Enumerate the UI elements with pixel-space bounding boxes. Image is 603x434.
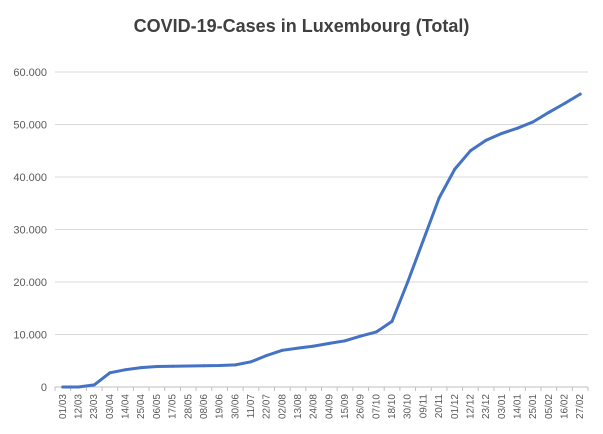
x-tick-label: 17/05 — [168, 394, 179, 419]
data-point — [280, 348, 284, 352]
x-tick-label: 15/09 — [340, 394, 351, 419]
data-point — [437, 196, 441, 200]
data-point — [202, 364, 206, 368]
data-point — [265, 354, 269, 357]
x-tick-label: 11/07 — [246, 394, 257, 419]
data-point — [124, 368, 127, 372]
x-tick-label: 04/09 — [324, 394, 335, 419]
data-point — [249, 360, 253, 364]
x-tick-label: 13/08 — [293, 394, 304, 419]
y-tick-label: 60.000 — [13, 67, 47, 79]
data-point — [453, 167, 457, 171]
x-tick-label: 25/04 — [136, 394, 147, 419]
data-point — [108, 371, 112, 375]
series-line — [61, 92, 582, 389]
data-point — [343, 339, 347, 343]
data-point — [233, 363, 237, 367]
x-tick-label: 24/08 — [309, 394, 320, 419]
data-point — [61, 385, 65, 389]
data-point — [500, 131, 504, 135]
x-tick-label: 23/12 — [481, 394, 492, 419]
data-point — [218, 364, 222, 367]
y-tick-label: 0 — [41, 382, 47, 394]
data-point — [468, 149, 472, 153]
data-point — [92, 383, 96, 387]
data-point — [171, 364, 175, 368]
data-point — [578, 92, 582, 96]
x-tick-label: 14/04 — [121, 394, 132, 419]
x-tick-label: 05/02 — [544, 394, 555, 419]
x-tick-label: 26/09 — [356, 394, 367, 419]
x-tick-label: 08/06 — [199, 394, 210, 419]
x-axis — [54, 387, 589, 391]
x-tick-label: 28/05 — [183, 394, 194, 419]
x-tick-label: 01/12 — [450, 394, 461, 419]
x-tick-label: 03/01 — [497, 394, 508, 419]
x-tick-label: 07/10 — [371, 394, 382, 419]
data-point — [390, 319, 394, 323]
data-point — [374, 330, 378, 334]
x-tick-label: 20/11 — [434, 394, 445, 419]
x-tick-label: 25/01 — [528, 394, 539, 419]
data-point — [406, 280, 410, 284]
data-point — [296, 346, 300, 350]
x-tick-label: 06/05 — [152, 394, 163, 419]
series-group — [61, 92, 582, 389]
x-tick-label: 09/11 — [418, 394, 429, 419]
y-axis-tick-labels: 0 10.000 20.000 30.000 40.000 50.000 60.000 — [13, 67, 47, 394]
data-point — [155, 365, 159, 368]
x-tick-label: 19/06 — [215, 394, 226, 419]
x-tick-label: 03/04 — [105, 394, 116, 419]
chart-title: COVID-19-Cases in Luxembourg (Total) — [133, 16, 470, 36]
gridlines — [55, 71, 588, 388]
y-tick-label: 50.000 — [13, 120, 47, 132]
x-tick-label: 27/02 — [575, 394, 586, 419]
data-point — [186, 364, 190, 368]
x-tick-label: 30/10 — [403, 394, 414, 419]
y-tick-label: 10.000 — [13, 330, 47, 342]
x-tick-label: 02/08 — [277, 394, 288, 419]
data-point — [421, 238, 425, 242]
y-tick-label: 20.000 — [13, 277, 47, 289]
y-tick-label: 30.000 — [13, 225, 47, 237]
x-tick-label: 16/02 — [559, 394, 570, 419]
x-tick-label: 22/07 — [262, 394, 273, 419]
data-point — [77, 385, 80, 389]
x-tick-label: 23/03 — [89, 394, 100, 419]
data-point — [359, 334, 363, 338]
data-point — [547, 110, 551, 114]
x-axis-tick-labels: 01/03 12/03 23/03 03/04 14/04 25/04 06/05 17/05… — [58, 394, 586, 419]
data-point — [327, 341, 331, 345]
x-tick-label: 30/06 — [230, 394, 241, 419]
data-point — [312, 344, 316, 348]
x-tick-label: 14/01 — [512, 394, 523, 419]
x-tick-label: 12/12 — [465, 394, 476, 419]
data-point — [516, 126, 519, 130]
x-tick-label: 01/03 — [58, 394, 69, 419]
data-point — [139, 366, 143, 370]
y-tick-label: 40.000 — [13, 172, 47, 184]
x-tick-label: 18/10 — [387, 394, 398, 419]
data-point — [531, 120, 535, 124]
data-point — [563, 102, 566, 105]
x-tick-label: 12/03 — [74, 394, 85, 419]
data-point — [484, 138, 488, 142]
